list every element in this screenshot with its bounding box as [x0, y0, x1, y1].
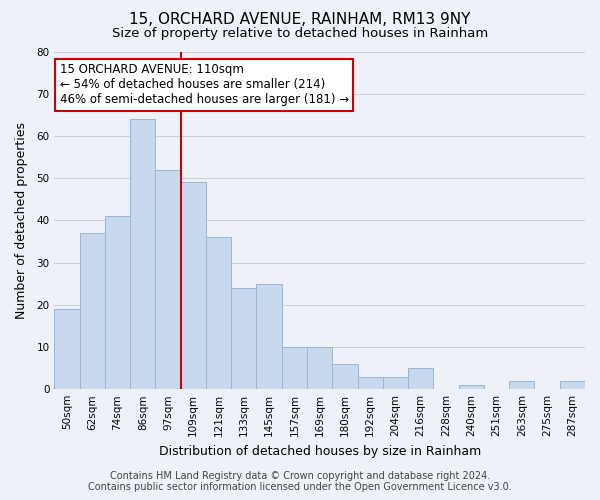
Bar: [206, 237, 231, 389]
Bar: [509, 380, 535, 389]
Bar: [105, 216, 130, 389]
Bar: [282, 347, 307, 389]
Bar: [256, 284, 282, 389]
X-axis label: Distribution of detached houses by size in Rainham: Distribution of detached houses by size …: [158, 444, 481, 458]
Bar: [358, 376, 383, 389]
Bar: [155, 170, 181, 389]
Bar: [383, 376, 408, 389]
Bar: [307, 347, 332, 389]
Bar: [55, 309, 80, 389]
Bar: [560, 380, 585, 389]
Bar: [130, 119, 155, 389]
Bar: [408, 368, 433, 389]
Y-axis label: Number of detached properties: Number of detached properties: [15, 122, 28, 319]
Bar: [458, 385, 484, 389]
Bar: [231, 288, 256, 389]
Text: Size of property relative to detached houses in Rainham: Size of property relative to detached ho…: [112, 28, 488, 40]
Bar: [332, 364, 358, 389]
Bar: [181, 182, 206, 389]
Text: 15 ORCHARD AVENUE: 110sqm
← 54% of detached houses are smaller (214)
46% of semi: 15 ORCHARD AVENUE: 110sqm ← 54% of detac…: [59, 64, 349, 106]
Bar: [80, 233, 105, 389]
Text: 15, ORCHARD AVENUE, RAINHAM, RM13 9NY: 15, ORCHARD AVENUE, RAINHAM, RM13 9NY: [130, 12, 470, 28]
Text: Contains HM Land Registry data © Crown copyright and database right 2024.
Contai: Contains HM Land Registry data © Crown c…: [88, 471, 512, 492]
